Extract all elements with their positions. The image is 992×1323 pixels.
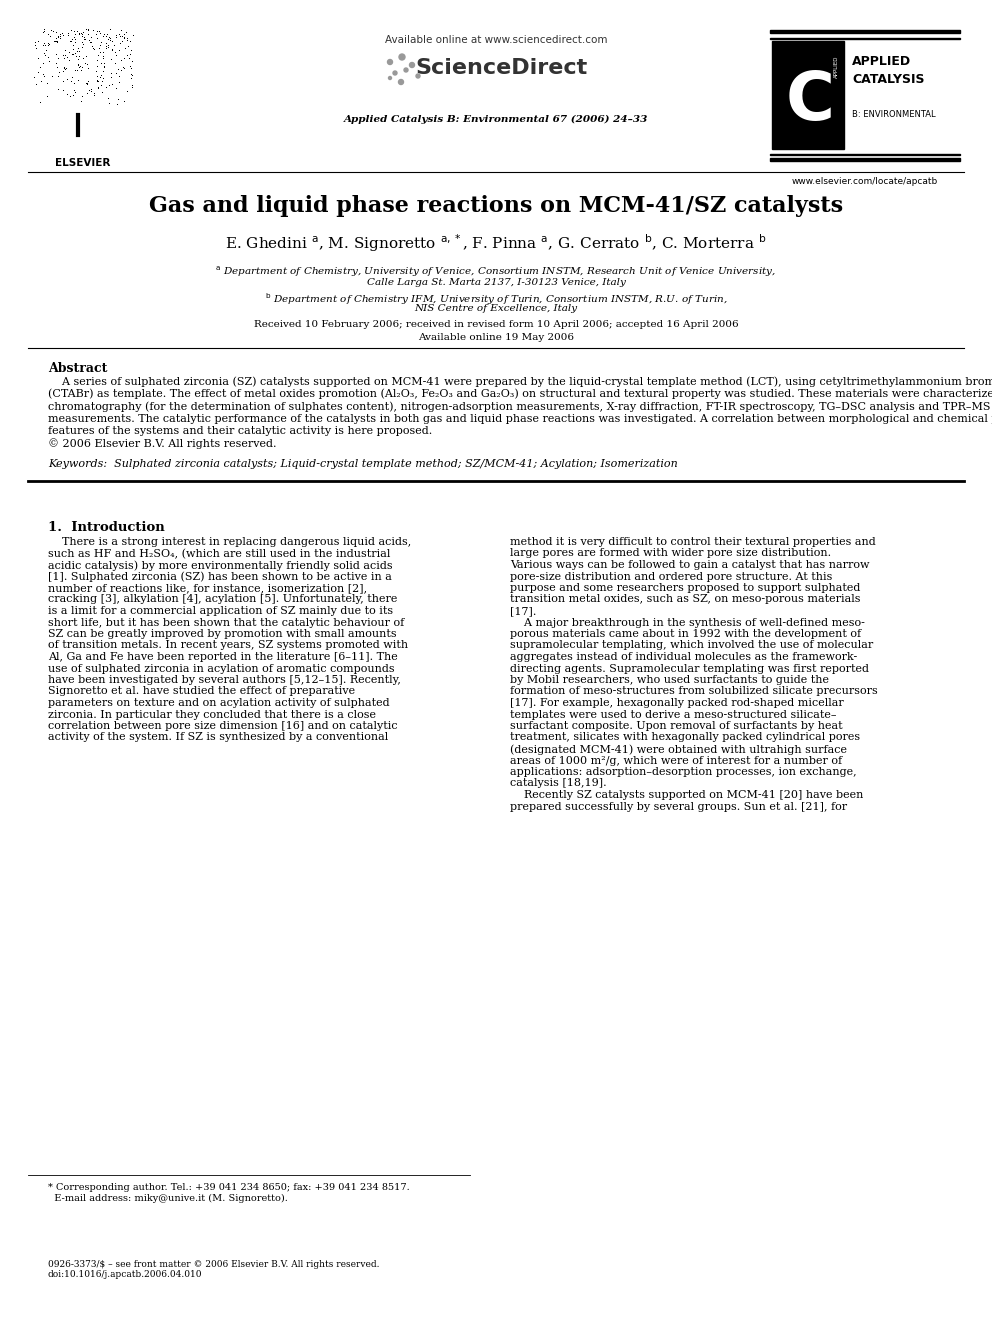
Text: www.elsevier.com/locate/apcatb: www.elsevier.com/locate/apcatb [792, 177, 938, 187]
Circle shape [388, 60, 393, 65]
Text: acidic catalysis) by more environmentally friendly solid acids: acidic catalysis) by more environmentall… [48, 560, 393, 570]
Text: SZ can be greatly improved by promotion with small amounts: SZ can be greatly improved by promotion … [48, 628, 397, 639]
Text: such as HF and H₂SO₄, (which are still used in the industrial: such as HF and H₂SO₄, (which are still u… [48, 549, 391, 558]
Text: Keywords:  Sulphated zirconia catalysts; Liquid-crystal template method; SZ/MCM-: Keywords: Sulphated zirconia catalysts; … [48, 459, 678, 468]
Text: There is a strong interest in replacing dangerous liquid acids,: There is a strong interest in replacing … [48, 537, 412, 546]
Text: Recently SZ catalysts supported on MCM-41 [20] have been: Recently SZ catalysts supported on MCM-4… [510, 790, 863, 800]
Text: Gas and liquid phase reactions on MCM-41/SZ catalysts: Gas and liquid phase reactions on MCM-41… [149, 194, 843, 217]
Circle shape [416, 74, 420, 78]
Text: Al, Ga and Fe have been reported in the literature [6–11]. The: Al, Ga and Fe have been reported in the … [48, 652, 398, 662]
Text: A series of sulphated zirconia (SZ) catalysts supported on MCM-41 were prepared : A series of sulphated zirconia (SZ) cata… [48, 376, 992, 386]
Text: supramolecular templating, which involved the use of molecular: supramolecular templating, which involve… [510, 640, 873, 651]
Text: ScienceDirect: ScienceDirect [415, 58, 587, 78]
Text: aggregates instead of individual molecules as the framework-: aggregates instead of individual molecul… [510, 652, 857, 662]
Text: [1]. Sulphated zirconia (SZ) has been shown to be active in a: [1]. Sulphated zirconia (SZ) has been sh… [48, 572, 392, 582]
Text: APPLIED: APPLIED [833, 56, 838, 78]
Text: by Mobil researchers, who used surfactants to guide the: by Mobil researchers, who used surfactan… [510, 675, 829, 685]
Text: [17].: [17]. [510, 606, 537, 617]
Text: is a limit for a commercial application of SZ mainly due to its: is a limit for a commercial application … [48, 606, 393, 617]
Text: E. Ghedini $^{\rm a}$, M. Signoretto $^{\rm a,*}$, F. Pinna $^{\rm a}$, G. Cerra: E. Ghedini $^{\rm a}$, M. Signoretto $^{… [225, 232, 767, 254]
Text: cracking [3], alkylation [4], acylation [5]. Unfortunately, there: cracking [3], alkylation [4], acylation … [48, 594, 398, 605]
Text: $^{\rm a}$ Department of Chemistry, University of Venice, Consortium INSTM, Rese: $^{\rm a}$ Department of Chemistry, Univ… [215, 265, 777, 279]
Text: Applied Catalysis B: Environmental 67 (2006) 24–33: Applied Catalysis B: Environmental 67 (2… [344, 115, 648, 124]
Text: chromatography (for the determination of sulphates content), nitrogen-adsorption: chromatography (for the determination of… [48, 401, 990, 411]
Text: use of sulphated zirconia in acylation of aromatic compounds: use of sulphated zirconia in acylation o… [48, 664, 395, 673]
Circle shape [389, 77, 392, 79]
Text: catalysis [18,19].: catalysis [18,19]. [510, 778, 607, 789]
Text: NIS Centre of Excellence, Italy: NIS Centre of Excellence, Italy [415, 304, 577, 314]
Text: correlation between pore size dimension [16] and on catalytic: correlation between pore size dimension … [48, 721, 398, 732]
Text: parameters on texture and on acylation activity of sulphated: parameters on texture and on acylation a… [48, 699, 390, 708]
Bar [770, 157, 960, 161]
Text: [17]. For example, hexagonally packed rod-shaped micellar: [17]. For example, hexagonally packed ro… [510, 699, 844, 708]
Text: © 2006 Elsevier B.V. All rights reserved.: © 2006 Elsevier B.V. All rights reserved… [48, 438, 277, 450]
Text: * Corresponding author. Tel.: +39 041 234 8650; fax: +39 041 234 8517.: * Corresponding author. Tel.: +39 041 23… [48, 1183, 410, 1192]
Text: CATALYSIS: CATALYSIS [852, 73, 925, 86]
Text: of transition metals. In recent years, SZ systems promoted with: of transition metals. In recent years, S… [48, 640, 408, 651]
Bar [770, 37, 960, 38]
Text: measurements. The catalytic performance of the catalysts in both gas and liquid : measurements. The catalytic performance … [48, 414, 992, 423]
Text: activity of the system. If SZ is synthesized by a conventional: activity of the system. If SZ is synthes… [48, 733, 388, 742]
Text: number of reactions like, for instance, isomerization [2],: number of reactions like, for instance, … [48, 583, 367, 593]
Text: Various ways can be followed to gain a catalyst that has narrow: Various ways can be followed to gain a c… [510, 560, 870, 570]
Bar [772, 41, 844, 149]
Text: Calle Larga St. Marta 2137, I-30123 Venice, Italy: Calle Larga St. Marta 2137, I-30123 Veni… [367, 278, 625, 287]
Text: Available online at www.sciencedirect.com: Available online at www.sciencedirect.co… [385, 34, 607, 45]
Text: $^{\rm b}$ Department of Chemistry IFM, University of Turin, Consortium INSTM, R: $^{\rm b}$ Department of Chemistry IFM, … [265, 291, 727, 307]
Bar [770, 153, 960, 155]
Text: applications: adsorption–desorption processes, ion exchange,: applications: adsorption–desorption proc… [510, 767, 857, 777]
Circle shape [404, 67, 408, 71]
Text: B: ENVIRONMENTAL: B: ENVIRONMENTAL [852, 110, 935, 119]
Text: E-mail address: miky@unive.it (M. Signoretto).: E-mail address: miky@unive.it (M. Signor… [48, 1193, 288, 1203]
Text: Abstract: Abstract [48, 363, 107, 374]
Text: APPLIED: APPLIED [852, 56, 911, 67]
Text: porous materials came about in 1992 with the development of: porous materials came about in 1992 with… [510, 628, 861, 639]
Text: features of the systems and their catalytic activity is here proposed.: features of the systems and their cataly… [48, 426, 433, 437]
Bar [770, 29, 960, 33]
Text: method it is very difficult to control their textural properties and: method it is very difficult to control t… [510, 537, 876, 546]
Text: prepared successfully by several groups. Sun et al. [21], for: prepared successfully by several groups.… [510, 802, 847, 811]
Text: have been investigated by several authors [5,12–15]. Recently,: have been investigated by several author… [48, 675, 401, 685]
Text: pore-size distribution and ordered pore structure. At this: pore-size distribution and ordered pore … [510, 572, 832, 582]
Text: Available online 19 May 2006: Available online 19 May 2006 [418, 333, 574, 343]
Text: Signoretto et al. have studied the effect of preparative: Signoretto et al. have studied the effec… [48, 687, 355, 696]
Text: formation of meso-structures from solubilized silicate precursors: formation of meso-structures from solubi… [510, 687, 878, 696]
Text: 1.  Introduction: 1. Introduction [48, 521, 165, 534]
Text: (CTABr) as template. The effect of metal oxides promotion (Al₂O₃, Fe₂O₃ and Ga₂O: (CTABr) as template. The effect of metal… [48, 389, 992, 400]
Circle shape [399, 54, 405, 60]
Text: zirconia. In particular they concluded that there is a close: zirconia. In particular they concluded t… [48, 709, 376, 720]
Circle shape [393, 71, 397, 75]
Text: ELSEVIER: ELSEVIER [56, 157, 111, 168]
Text: 0926-3373/$ – see front matter © 2006 Elsevier B.V. All rights reserved.: 0926-3373/$ – see front matter © 2006 El… [48, 1259, 380, 1269]
Circle shape [399, 79, 404, 85]
Text: doi:10.1016/j.apcatb.2006.04.010: doi:10.1016/j.apcatb.2006.04.010 [48, 1270, 202, 1279]
Circle shape [410, 62, 415, 67]
Text: transition metal oxides, such as SZ, on meso-porous materials: transition metal oxides, such as SZ, on … [510, 594, 860, 605]
Text: C: C [786, 67, 834, 134]
Text: large pores are formed with wider pore size distribution.: large pores are formed with wider pore s… [510, 549, 831, 558]
Text: surfactant composite. Upon removal of surfactants by heat: surfactant composite. Upon removal of su… [510, 721, 842, 732]
Text: A major breakthrough in the synthesis of well-defined meso-: A major breakthrough in the synthesis of… [510, 618, 865, 627]
Text: short life, but it has been shown that the catalytic behaviour of: short life, but it has been shown that t… [48, 618, 405, 627]
Text: Received 10 February 2006; received in revised form 10 April 2006; accepted 16 A: Received 10 February 2006; received in r… [254, 320, 738, 329]
Text: purpose and some researchers proposed to support sulphated: purpose and some researchers proposed to… [510, 583, 860, 593]
Text: areas of 1000 m²/g, which were of interest for a number of: areas of 1000 m²/g, which were of intere… [510, 755, 842, 766]
Text: templates were used to derive a meso-structured silicate–: templates were used to derive a meso-str… [510, 709, 836, 720]
Text: treatment, silicates with hexagonally packed cylindrical pores: treatment, silicates with hexagonally pa… [510, 733, 860, 742]
Text: directing agents. Supramolecular templating was first reported: directing agents. Supramolecular templat… [510, 664, 869, 673]
Text: (designated MCM-41) were obtained with ultrahigh surface: (designated MCM-41) were obtained with u… [510, 744, 847, 754]
